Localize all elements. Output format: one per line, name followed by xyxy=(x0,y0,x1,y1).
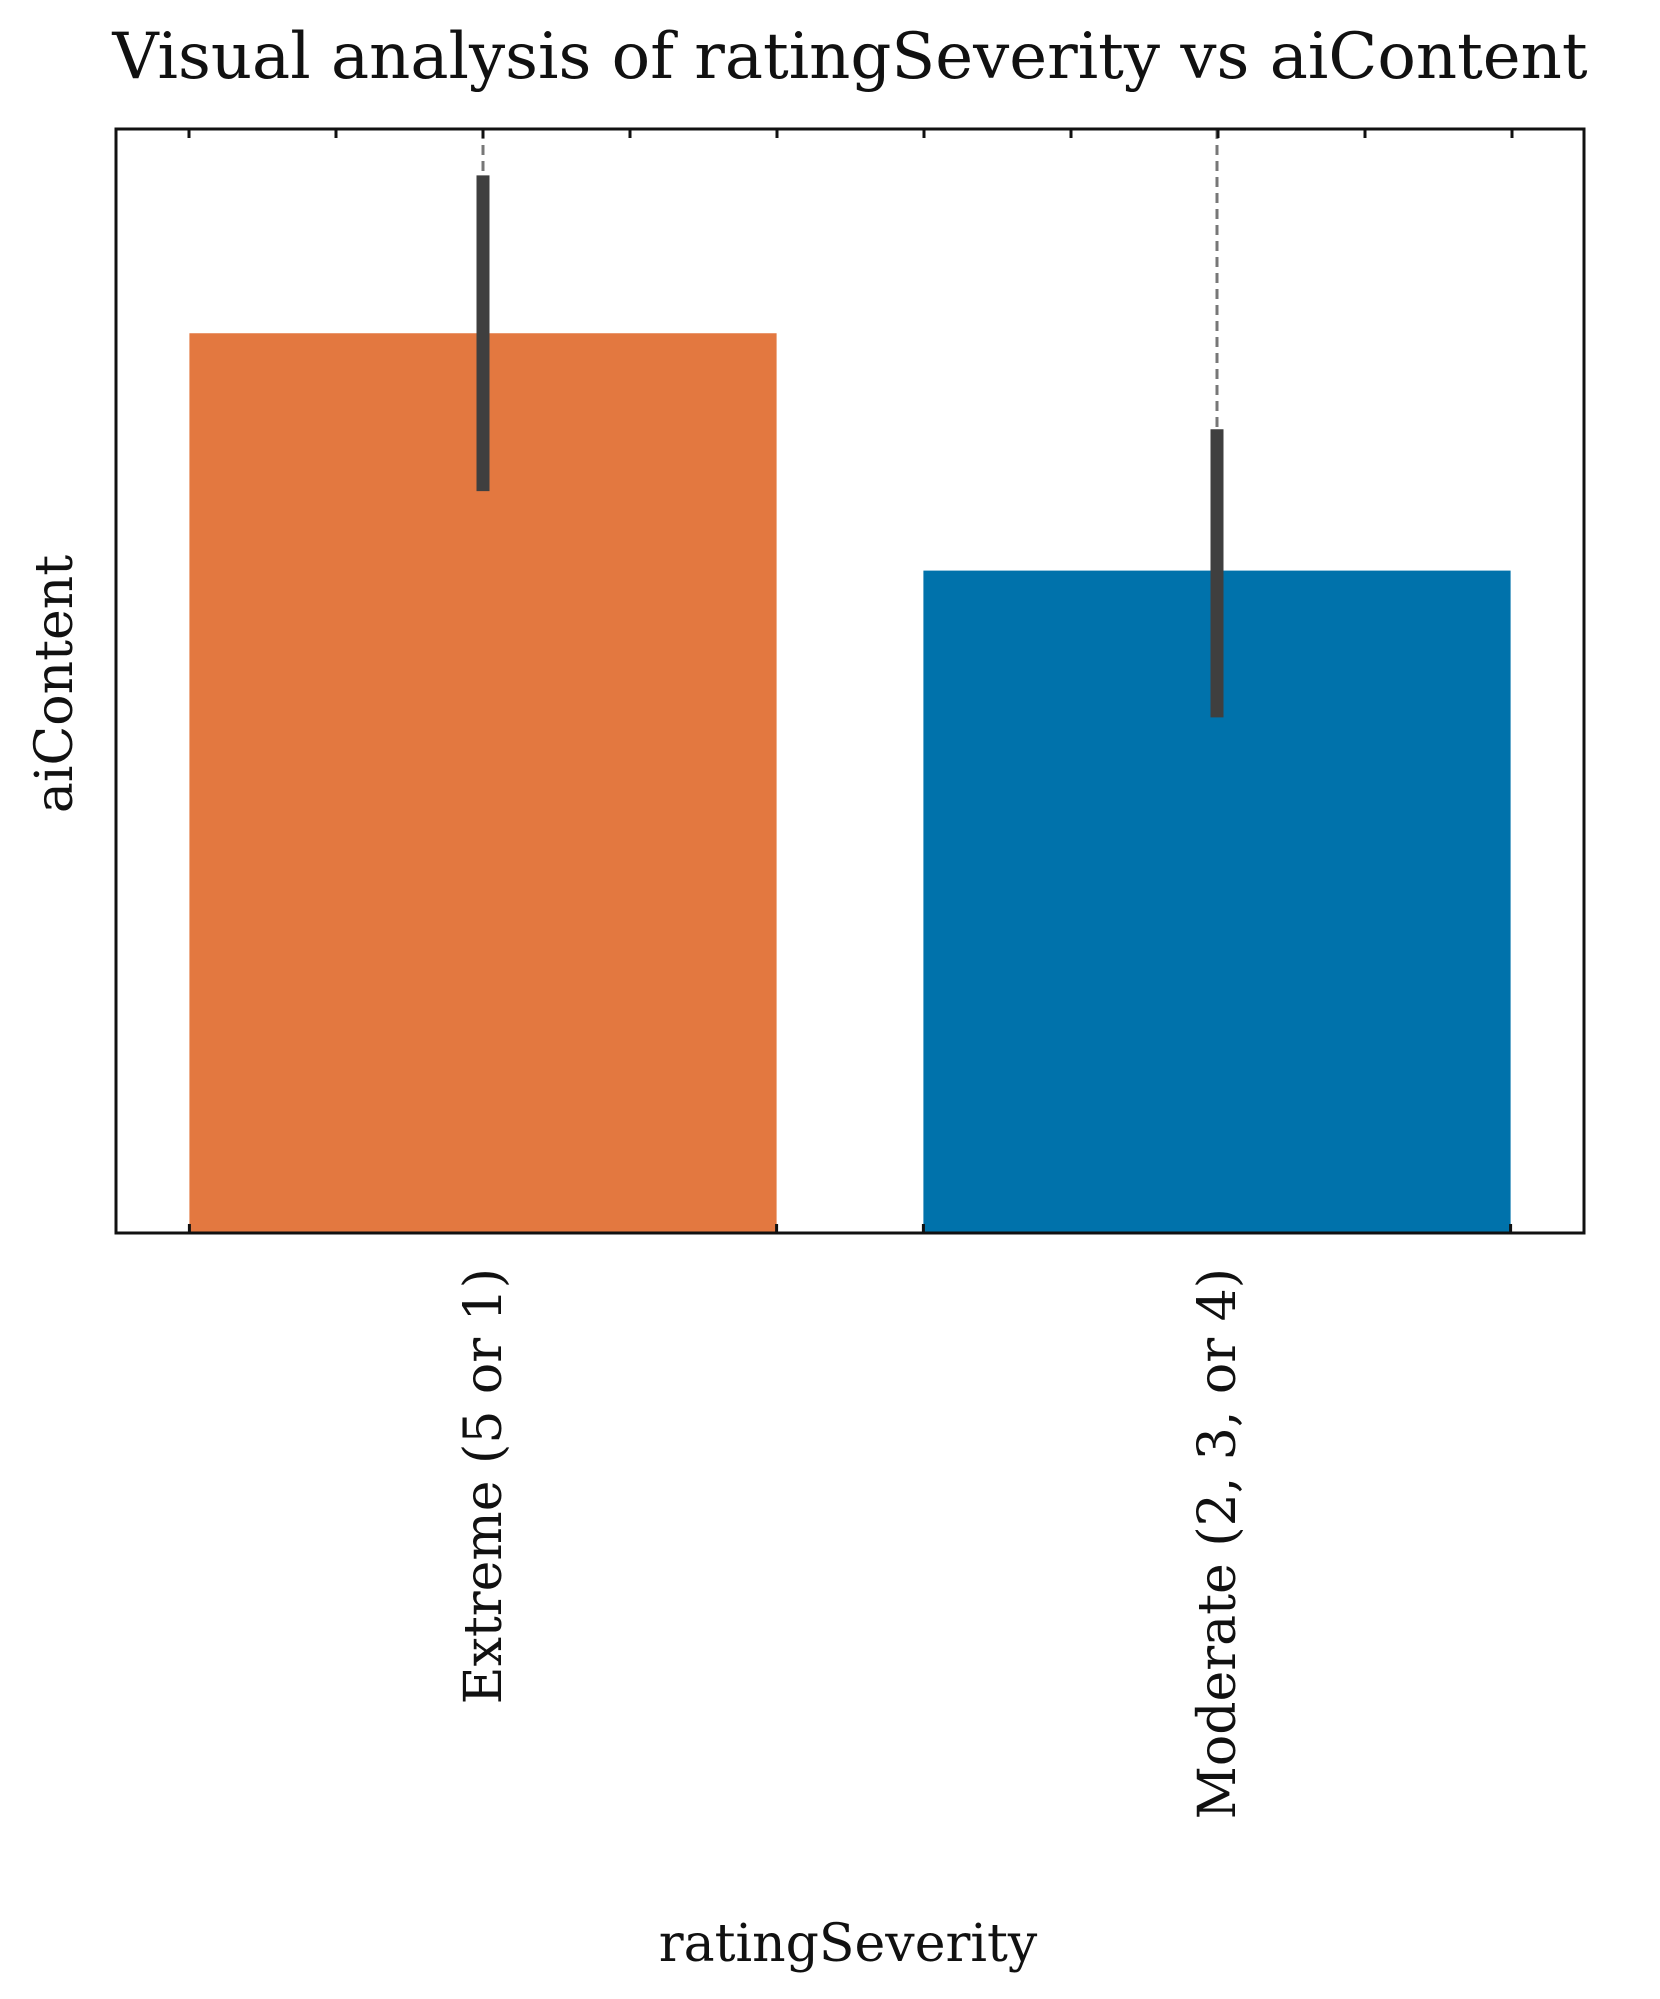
x-tick-labels: Extreme (5 or 1) Moderate (2, 3, or 4) xyxy=(454,1268,1248,1819)
plot-area-frame xyxy=(114,127,1586,1235)
error-bars-layer xyxy=(476,129,1224,718)
x-tick-label-2: Moderate (2, 3, or 4) xyxy=(1188,1268,1248,1819)
x-axis-label: ratingSeverity xyxy=(659,1914,1038,1974)
chart-title: Visual analysis of ratingSeverity vs aiC… xyxy=(111,20,1587,94)
x-tick-label-1: Extreme (5 or 1) xyxy=(454,1268,514,1704)
y-axis-label: aiContent xyxy=(25,555,85,813)
